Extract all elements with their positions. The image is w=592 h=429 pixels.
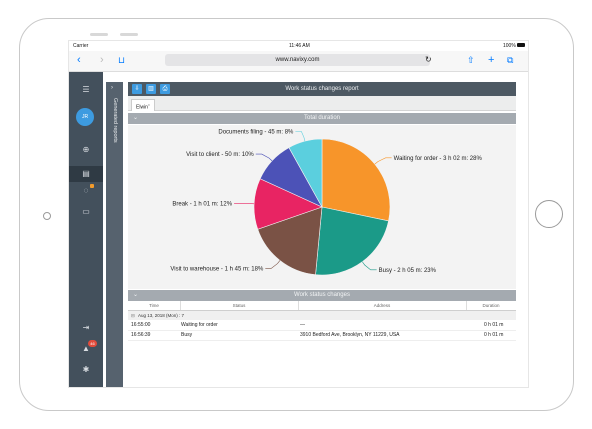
- generated-reports-panel[interactable]: › Generated reports: [106, 82, 123, 387]
- notification-badge: 46: [88, 340, 97, 347]
- cell-address: —: [300, 322, 305, 328]
- avatar-initials: JR: [81, 114, 89, 120]
- browser-toolbar: ‹ › ⊔ www.navixy.com ↻ ⇧ + ⧉: [69, 51, 528, 72]
- report-header: ⇩ ▥ ⎙ Work status changes report: [128, 82, 516, 96]
- battery-icon: [517, 43, 525, 47]
- table-row[interactable]: 16:56:39 Busy 3910 Bedford Ave, Brooklyn…: [128, 331, 516, 341]
- pie-leader-line: [255, 153, 273, 162]
- pie-leader-line: [362, 261, 377, 271]
- url-field[interactable]: www.navixy.com: [165, 54, 430, 66]
- clock: 11:46 AM: [289, 43, 310, 49]
- avatar[interactable]: JR: [76, 108, 94, 126]
- cell-time: 16:56:39: [131, 332, 151, 338]
- app-sidebar: ☰ JR ⊕ ▤ ◌ ▭ ⇥ ▲ 46 ✱ ◔: [69, 72, 103, 387]
- work-status-changes-header[interactable]: ⌄ Work status changes: [128, 290, 516, 301]
- reload-icon[interactable]: ↻: [425, 55, 432, 64]
- logout-icon[interactable]: ⇥: [82, 323, 90, 332]
- cell-time: 16:55:00: [131, 322, 151, 328]
- chevron-right-icon[interactable]: ›: [111, 85, 113, 91]
- pie-leader-line: [265, 260, 281, 269]
- group-label: Aug 13, 2018 (Mon) : 7: [138, 313, 185, 318]
- lightbulb-icon[interactable]: ◌: [83, 186, 89, 195]
- pie-slice[interactable]: [315, 206, 389, 276]
- pie-leader-line: [295, 131, 306, 142]
- cell-status: Busy: [181, 332, 193, 338]
- report-title: Work status changes report: [285, 86, 359, 92]
- pie-leader-line: [374, 157, 392, 165]
- battery-label: 100%: [503, 43, 516, 49]
- cell-duration: 0 h 01 m: [484, 332, 504, 338]
- globe-icon[interactable]: ⊕: [82, 145, 90, 154]
- volume-button: [90, 33, 108, 36]
- new-tab-icon[interactable]: +: [488, 54, 495, 66]
- panel-title: Generated reports: [112, 98, 118, 143]
- menu-icon[interactable]: ☰: [82, 85, 90, 94]
- tab-label: Elwin: [136, 104, 148, 111]
- pie-slice[interactable]: [288, 138, 323, 209]
- section-title: Work status changes: [294, 292, 350, 298]
- collapse-icon[interactable]: ⊟: [131, 313, 135, 318]
- home-button[interactable]: [535, 200, 563, 228]
- cell-address: 3910 Bedford Ave, Brooklyn, NY 11229, US…: [300, 332, 400, 338]
- delete-button[interactable]: ▥: [146, 84, 156, 94]
- table-header: Time Status Address Duration: [128, 301, 516, 311]
- pie-slice-label: Busy - 2 h 05 m: 23%: [379, 268, 437, 274]
- url-text: www.navixy.com: [275, 57, 320, 63]
- column-header-address[interactable]: Address: [298, 301, 467, 310]
- camera: [43, 212, 51, 220]
- download-button[interactable]: ⇩: [132, 84, 142, 94]
- volume-button: [120, 33, 138, 36]
- group-row[interactable]: ⊟ Aug 13, 2018 (Mon) : 7: [128, 311, 516, 320]
- vehicle-icon[interactable]: ▭: [82, 207, 90, 216]
- column-header-time[interactable]: Time: [128, 301, 181, 310]
- cell-duration: 0 h 01 m: [484, 322, 504, 328]
- pie-slice-label: Waiting for order - 3 h 02 m: 28%: [394, 156, 483, 162]
- carrier-label: Carrier: [73, 43, 89, 49]
- column-header-status[interactable]: Status: [180, 301, 299, 310]
- pie-slice-label: Visit to client - 50 m: 10%: [186, 152, 254, 158]
- ios-status-bar: Carrier 11:46 AM 100%: [69, 41, 528, 51]
- report-area: ⇩ ▥ ⎙ Work status changes report Elwinx …: [128, 82, 516, 387]
- sidebar-item-reports-active: [69, 166, 103, 182]
- section-title: Total duration: [303, 115, 341, 121]
- cell-status: Waiting for order: [181, 322, 218, 328]
- total-duration-header[interactable]: ⌄ Total duration: [128, 113, 516, 124]
- pie-slice-label: Break - 1 h 01 m: 12%: [172, 201, 232, 207]
- bell-icon[interactable]: ▲: [82, 344, 90, 353]
- screen: Carrier 11:46 AM 100% ‹ › ⊔ www.navixy.c…: [68, 40, 529, 388]
- close-icon[interactable]: x: [147, 103, 150, 107]
- pie-slice-label: Documents filing - 45 m: 8%: [218, 130, 294, 136]
- share-icon[interactable]: ⇧: [467, 55, 475, 65]
- gear-icon[interactable]: ✱: [82, 365, 90, 374]
- pie-chart: Waiting for order - 3 h 02 m: 28% Busy - …: [170, 130, 483, 276]
- report-tabs: Elwinx: [128, 96, 516, 111]
- pie-slice[interactable]: [321, 138, 391, 222]
- print-button[interactable]: ⎙: [160, 84, 170, 94]
- pie-slice-label: Visit to warehouse - 1 h 45 m: 18%: [170, 266, 264, 272]
- chevron-down-icon: ⌄: [133, 115, 139, 121]
- alert-badge: [90, 184, 94, 188]
- chevron-down-icon: ⌄: [133, 292, 139, 298]
- table-row[interactable]: 16:55:00 Waiting for order — 0 h 01 m: [128, 321, 516, 331]
- back-icon[interactable]: ‹: [77, 54, 81, 66]
- tab-elwin[interactable]: Elwinx: [131, 99, 155, 111]
- bookmarks-icon[interactable]: ⊔: [118, 55, 126, 65]
- tabs-icon[interactable]: ⧉: [507, 55, 514, 65]
- pie-chart-area: Waiting for order - 3 h 02 m: 28% Busy - …: [128, 125, 516, 289]
- reports-icon[interactable]: ▤: [82, 169, 90, 178]
- forward-icon[interactable]: ›: [100, 54, 104, 66]
- help-icon[interactable]: ◔: [79, 383, 93, 387]
- column-header-duration[interactable]: Duration: [482, 303, 500, 308]
